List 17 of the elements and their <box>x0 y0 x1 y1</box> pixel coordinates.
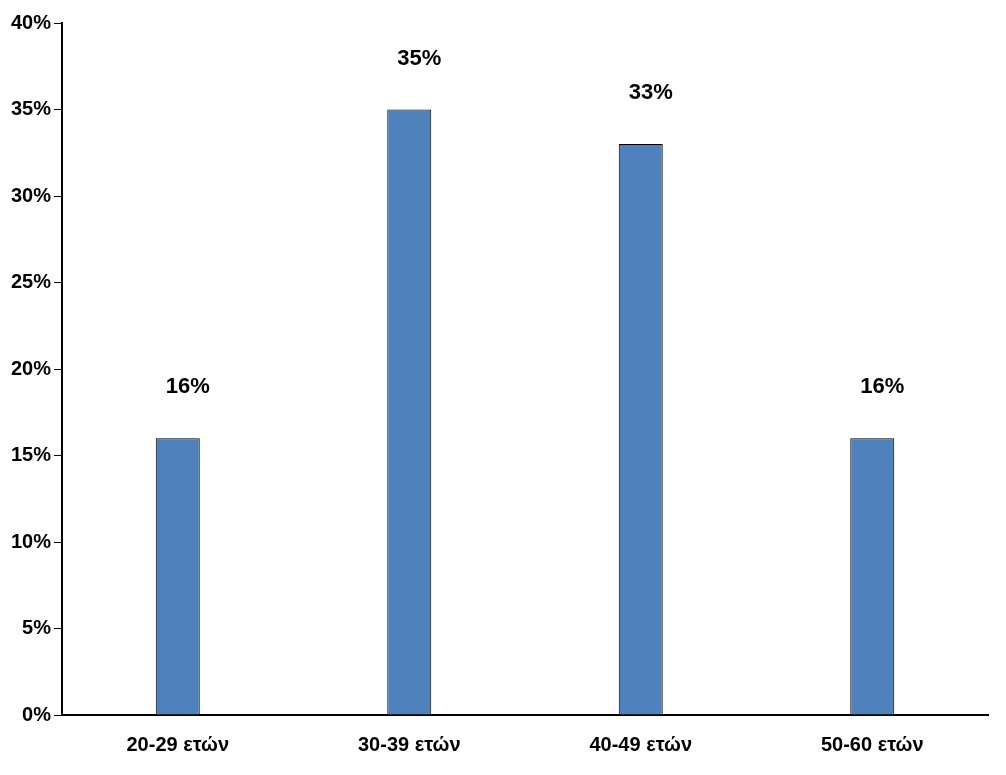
y-tick-label: 35% <box>11 97 52 120</box>
data-label: 33% <box>628 79 673 105</box>
y-tick-label: 30% <box>11 183 52 206</box>
y-tick-label: 5% <box>22 616 52 639</box>
x-tick-label: 20-29 ετών <box>126 732 230 755</box>
data-label: 16% <box>165 373 210 399</box>
y-tick-label: 20% <box>11 356 52 379</box>
y-tick-label: 40% <box>11 10 52 33</box>
y-tick-label: 10% <box>11 529 52 552</box>
data-label: 35% <box>397 44 442 70</box>
x-tick-label: 50-60 ετών <box>820 732 924 755</box>
y-tick-label: 25% <box>11 270 52 293</box>
y-tick-label: 15% <box>11 443 52 466</box>
data-label: 16% <box>860 373 905 399</box>
x-tick-label: 30-39 ετών <box>357 732 461 755</box>
x-tick-label: 40-49 ετών <box>589 732 693 755</box>
y-tick-label: 0% <box>22 702 52 725</box>
